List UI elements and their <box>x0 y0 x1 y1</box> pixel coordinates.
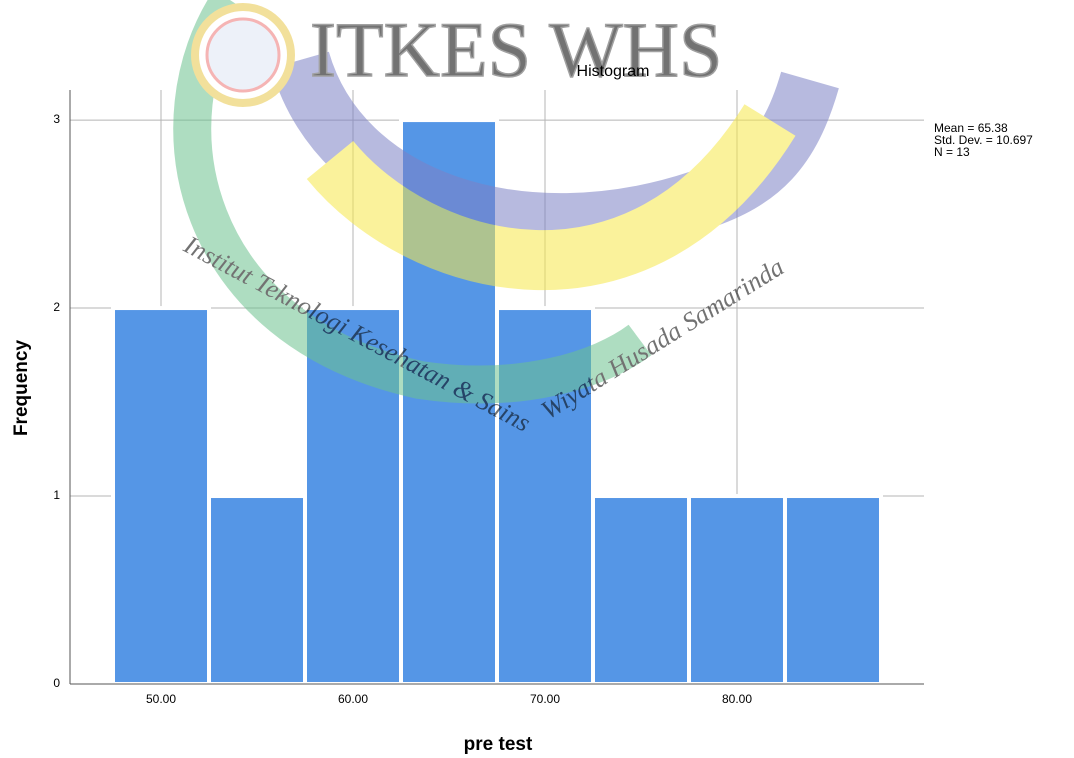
y-axis-label: Frequency <box>11 340 32 437</box>
x-axis-label: pre test <box>464 734 533 755</box>
bar <box>785 496 881 684</box>
y-tick-label: 2 <box>53 300 60 314</box>
watermark-logo-text: ITKES WHS <box>310 6 722 93</box>
y-tick-label: 3 <box>53 112 60 126</box>
chart: ITKES WHS Institut Teknologi Kesehatan &… <box>0 0 1074 758</box>
x-tick-label: 80.00 <box>722 692 752 706</box>
watermark: ITKES WHS Institut Teknologi Kesehatan &… <box>178 0 810 438</box>
watermark-logo <box>207 19 279 91</box>
bar <box>593 496 689 684</box>
y-tick-label: 1 <box>53 488 60 502</box>
stat-annotation: N = 13 <box>934 145 970 159</box>
watermark-arc <box>330 120 770 260</box>
x-tick-label: 70.00 <box>530 692 560 706</box>
y-tick-label: 0 <box>53 676 60 690</box>
bar <box>209 496 305 684</box>
bar <box>689 496 785 684</box>
bar <box>113 308 209 684</box>
x-tick-label: 60.00 <box>338 692 368 706</box>
chart-title: Histogram <box>577 63 650 80</box>
x-tick-label: 50.00 <box>146 692 176 706</box>
page: ITKES WHS Institut Teknologi Kesehatan &… <box>0 0 1074 758</box>
